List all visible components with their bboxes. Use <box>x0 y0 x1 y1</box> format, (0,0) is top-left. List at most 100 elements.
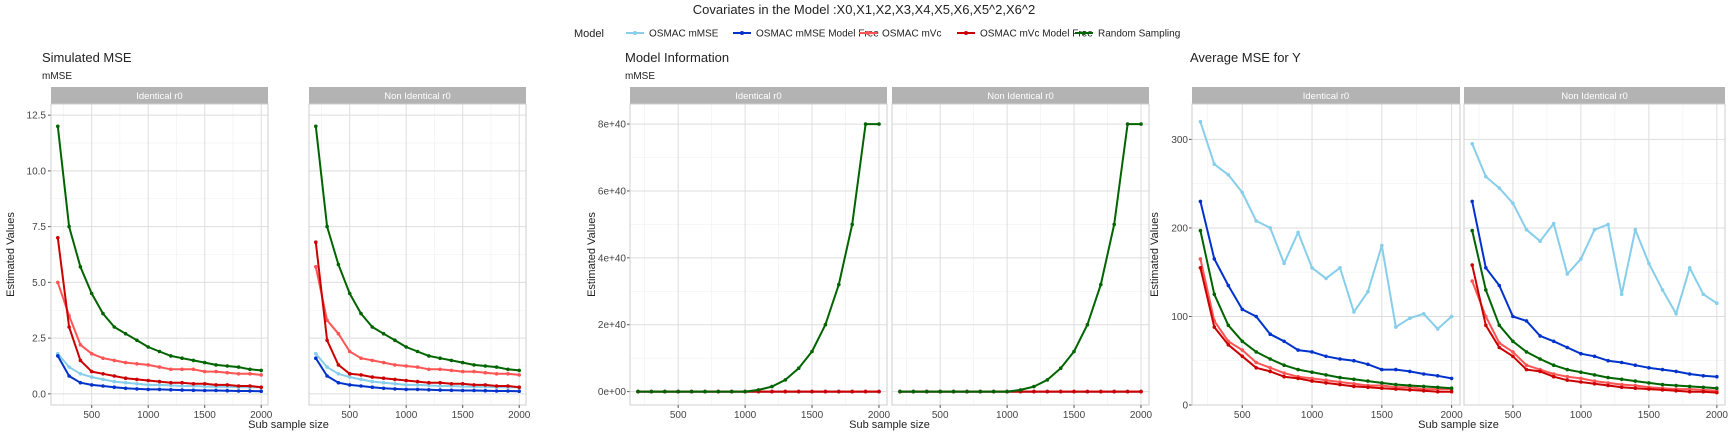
data-point <box>1674 383 1678 388</box>
data-point <box>1435 374 1440 378</box>
chart-3: Average MSE for Y Estimated Values Sub sam… <box>1149 50 1728 431</box>
data-point <box>1198 228 1203 233</box>
data-point <box>146 378 150 383</box>
data-point <box>1380 243 1384 248</box>
data-point <box>1045 378 1050 382</box>
series <box>1198 199 1454 381</box>
data-point <box>494 389 499 393</box>
data-point <box>1538 357 1542 361</box>
data-point <box>1125 122 1130 126</box>
data-point <box>1470 199 1474 204</box>
data-point <box>393 382 397 386</box>
data-point <box>347 372 352 376</box>
data-point <box>1565 378 1570 383</box>
facet-panel: Identical r0 500 1000 1500 2000 <box>50 87 273 421</box>
data-point <box>449 358 454 363</box>
facet-strip <box>1464 87 1725 104</box>
data-point <box>112 325 117 329</box>
data-point <box>517 368 521 373</box>
y-tick-label: 0 <box>1182 401 1188 412</box>
series <box>1198 266 1454 394</box>
facet-strip-label: Identical r0 <box>1303 91 1349 102</box>
data-point <box>1324 276 1328 281</box>
data-point <box>1394 382 1398 387</box>
data-point <box>370 325 375 329</box>
y-tick-label: 4e+40 <box>598 253 627 264</box>
data-point <box>169 354 173 358</box>
data-point <box>67 374 71 378</box>
data-point <box>1538 334 1542 338</box>
data-point <box>1435 389 1440 394</box>
data-point <box>112 358 117 363</box>
x-tick-label: 1500 <box>801 410 824 421</box>
data-point <box>483 383 488 387</box>
data-point <box>359 377 363 382</box>
x-tick-label: 1000 <box>1301 410 1324 421</box>
data-point <box>1380 386 1384 391</box>
data-point <box>1619 382 1624 387</box>
data-point <box>449 382 454 386</box>
data-point <box>123 380 128 385</box>
data-point <box>325 318 329 323</box>
data-point <box>823 322 828 327</box>
data-point <box>1715 374 1719 379</box>
data-point <box>1366 379 1370 383</box>
data-point <box>1565 345 1570 350</box>
data-point <box>1619 292 1624 297</box>
plot-area <box>892 104 1149 405</box>
data-point <box>449 388 454 393</box>
data-point <box>347 291 352 296</box>
data-point <box>1058 366 1063 371</box>
data-point <box>1112 389 1116 394</box>
facet-strip-label: Non Identical r0 <box>987 91 1054 102</box>
legend-swatch-point <box>964 31 968 35</box>
data-point <box>850 389 854 394</box>
data-point <box>180 356 184 361</box>
data-point <box>810 349 814 354</box>
series <box>56 236 264 390</box>
data-point <box>225 383 230 387</box>
data-point <box>1212 292 1217 297</box>
legend-label: OSMAC mVc Model Free <box>980 29 1093 40</box>
data-point <box>517 389 521 394</box>
data-point <box>438 356 442 361</box>
data-point <box>1449 376 1454 381</box>
data-point <box>325 365 329 369</box>
data-point <box>314 265 318 269</box>
data-point <box>1268 357 1272 361</box>
data-point <box>1380 367 1384 372</box>
data-point <box>135 387 139 391</box>
data-point <box>783 378 788 382</box>
chart-title: Simulated MSE <box>42 50 132 65</box>
data-point <box>796 389 801 394</box>
data-point <box>404 378 409 383</box>
facet-panel: Non Identical r0 500 1000 1500 2000 <box>891 87 1153 421</box>
data-point <box>1112 222 1116 227</box>
data-point <box>729 389 734 394</box>
data-point <box>1633 386 1638 391</box>
series <box>314 124 521 373</box>
data-point <box>1524 350 1529 354</box>
data-point <box>325 374 329 378</box>
x-tick-label: 1000 <box>395 410 418 421</box>
plot-border <box>1191 103 1461 406</box>
data-point <box>1647 261 1651 266</box>
data-point <box>427 380 431 385</box>
data-point <box>1715 386 1719 391</box>
data-point <box>404 387 409 392</box>
x-tick-label: 500 <box>341 410 358 421</box>
data-point <box>472 383 476 387</box>
data-point <box>157 387 162 392</box>
data-point <box>202 369 207 374</box>
data-point <box>1254 350 1258 354</box>
data-point <box>1484 288 1488 292</box>
data-point <box>1282 261 1286 266</box>
data-point <box>1018 388 1023 392</box>
facet-strip-label: Identical r0 <box>136 91 182 102</box>
series <box>314 265 521 377</box>
data-point <box>1449 386 1454 391</box>
data-point <box>180 384 184 388</box>
data-point <box>1674 369 1678 374</box>
y-axis-label: Estimated Values <box>586 212 598 297</box>
data-point <box>180 367 184 372</box>
